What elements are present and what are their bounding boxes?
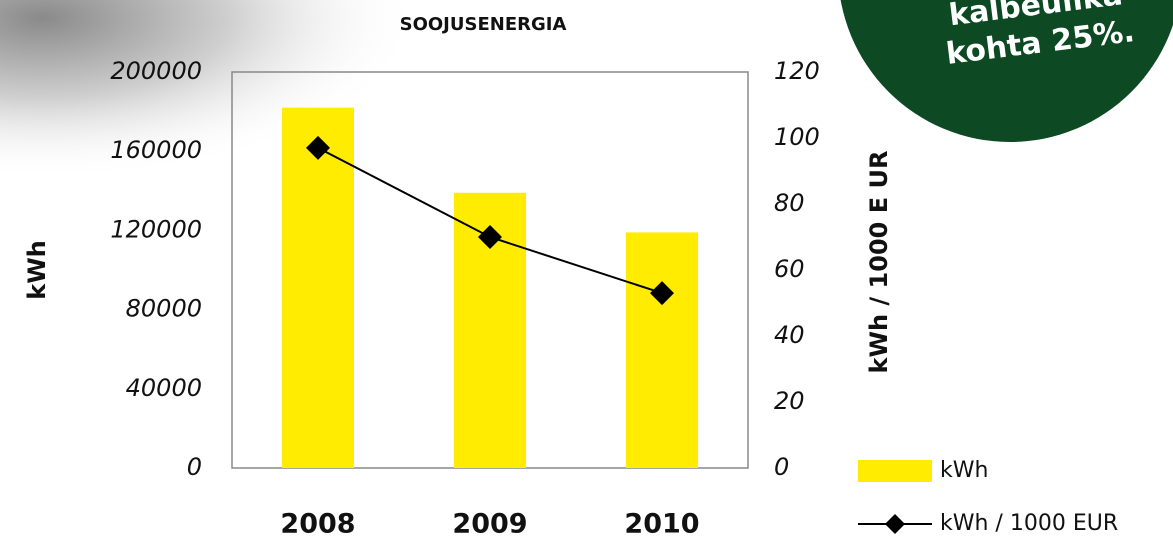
legend-swatch	[885, 514, 905, 534]
y2-tick-label: 0	[774, 453, 789, 481]
marker	[478, 225, 502, 249]
background-cloud	[0, 0, 420, 180]
y2-tick-label: 60	[774, 255, 805, 283]
y-tick-label: 200000	[110, 57, 202, 85]
y-tick-label: 80000	[126, 295, 202, 323]
badge	[840, 0, 1173, 142]
y2-tick-label: 80	[774, 189, 805, 217]
y2-tick-label: 20	[774, 387, 805, 415]
bar	[282, 107, 354, 468]
x-tick-label: 2010	[624, 509, 699, 540]
y2-axis-label: kWh / 1000 E UR	[865, 151, 893, 374]
y-tick-label: 0	[187, 453, 202, 481]
y-tick-label: 160000	[110, 136, 202, 164]
marker	[650, 281, 674, 306]
chart-title: SOOJUSENERGIA	[400, 14, 567, 35]
y2-tick-label: 100	[774, 123, 820, 151]
marker	[306, 135, 330, 160]
legend-label: kWh / 1000 EUR	[940, 511, 1118, 536]
legend-swatch	[858, 460, 932, 482]
bar	[626, 232, 698, 468]
legend-label: kWh	[940, 458, 988, 483]
y-axis-label: kWh	[23, 240, 51, 300]
y-tick-label: 120000	[110, 215, 202, 243]
y2-tick-label: 40	[774, 321, 805, 349]
y-tick-label: 40000	[126, 374, 202, 402]
y2-tick-label: 120	[774, 57, 820, 85]
x-tick-label: 2009	[452, 509, 527, 540]
x-tick-label: 2008	[280, 509, 355, 540]
